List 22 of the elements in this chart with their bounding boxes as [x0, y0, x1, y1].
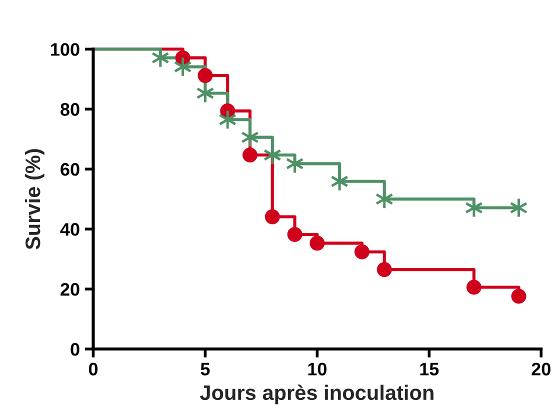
y-tick-label: 80 — [60, 103, 80, 116]
x-tick-label: 0 — [88, 362, 98, 376]
y-axis-title: Survie (%) — [24, 149, 44, 250]
point — [310, 236, 325, 251]
x-axis-title: Jours après inoculation — [200, 384, 434, 404]
y-tick-label: 0 — [70, 342, 80, 356]
point — [198, 68, 213, 84]
point — [287, 226, 302, 242]
point — [242, 147, 258, 162]
point — [511, 288, 526, 304]
point — [376, 262, 392, 278]
y-tick-label: 20 — [60, 282, 80, 296]
y-tick-label: 60 — [60, 163, 80, 176]
x-tick-label: 15 — [420, 362, 439, 376]
point — [354, 244, 370, 260]
y-tick-label: 100 — [51, 43, 80, 56]
point — [264, 209, 280, 224]
y-tick-label: 40 — [60, 223, 80, 236]
x-tick-label: 20 — [532, 362, 550, 376]
x-tick-label: 5 — [200, 362, 210, 376]
x-tick-label: 10 — [308, 362, 326, 376]
point — [466, 280, 482, 295]
